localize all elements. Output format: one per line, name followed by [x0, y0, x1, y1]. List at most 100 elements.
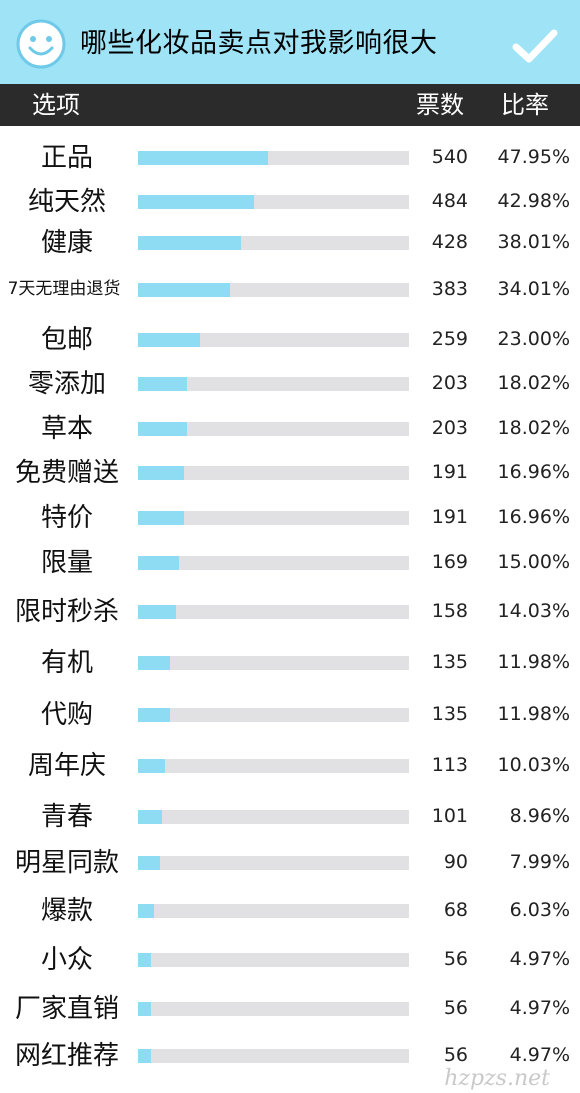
- rate-label: 16.96%: [497, 461, 570, 483]
- column-option-label: 选项: [32, 91, 80, 119]
- category-label: 厂家直销: [14, 993, 119, 1024]
- bar-track: [138, 1002, 409, 1016]
- chart-row: 正品 540 47.95%: [0, 135, 580, 180]
- bar: [138, 466, 184, 480]
- vote-count: 484: [431, 190, 468, 212]
- category-label: 7天无理由退货: [7, 279, 121, 299]
- chart-row: 限量 169 15.00%: [0, 540, 580, 585]
- vote-count: 113: [431, 754, 468, 776]
- rate-label: 8.96%: [509, 805, 570, 827]
- column-rate-label: 比率: [501, 91, 549, 119]
- chart-row: 厂家直销 56 4.97%: [0, 986, 580, 1031]
- rate-label: 47.95%: [497, 146, 570, 168]
- rate-label: 4.97%: [509, 948, 570, 970]
- vote-count: 90: [443, 851, 468, 873]
- vote-count: 68: [443, 899, 468, 921]
- category-label: 零添加: [27, 368, 106, 399]
- vote-count: 191: [431, 506, 468, 528]
- chart-row: 特价 191 16.96%: [0, 495, 580, 540]
- bar-chart: 正品 540 47.95% 纯天然 484 42.98% 健康 428 38.01% 7天无理由退…: [0, 126, 580, 1093]
- bar-track: [138, 810, 409, 824]
- bar: [138, 708, 170, 722]
- bar: [138, 904, 154, 918]
- chart-row: 明星同款 90 7.99%: [0, 840, 580, 885]
- bar-track: [138, 605, 409, 619]
- bar-track: [138, 151, 409, 165]
- chart-row: 周年庆 113 10.03%: [0, 743, 580, 788]
- vote-count: 259: [431, 328, 468, 350]
- bar-track: [138, 377, 409, 391]
- vote-count: 428: [431, 231, 468, 253]
- rate-label: 4.97%: [509, 997, 570, 1019]
- chart-row: 有机 135 11.98%: [0, 640, 580, 685]
- vote-count: 56: [443, 997, 468, 1019]
- bar-track: [138, 283, 409, 297]
- bar-track: [138, 556, 409, 570]
- bar: [138, 759, 165, 773]
- rate-label: 4.97%: [509, 1044, 570, 1066]
- rate-label: 18.02%: [497, 372, 570, 394]
- bar-track: [138, 953, 409, 967]
- category-label: 代购: [40, 699, 93, 730]
- vote-count: 135: [431, 651, 468, 673]
- vote-count: 169: [431, 551, 468, 573]
- bar: [138, 810, 162, 824]
- bar-track: [138, 422, 409, 436]
- chart-row: 小众 56 4.97%: [0, 937, 580, 982]
- bar-track: [138, 656, 409, 670]
- chart-row: 健康 428 38.01%: [0, 220, 580, 265]
- vote-count: 540: [431, 146, 468, 168]
- vote-count: 56: [443, 948, 468, 970]
- category-label: 正品: [40, 142, 93, 173]
- bar: [138, 1049, 151, 1063]
- bar: [138, 283, 230, 297]
- bar: [138, 195, 254, 209]
- bar: [138, 422, 187, 436]
- category-label: 健康: [40, 227, 93, 258]
- bar-track: [138, 466, 409, 480]
- rate-label: 14.03%: [497, 600, 570, 622]
- chart-row: 纯天然 484 42.98%: [0, 179, 580, 224]
- bar-track: [138, 1049, 409, 1063]
- category-label: 爆款: [40, 895, 93, 926]
- check-icon: [512, 29, 558, 63]
- rate-label: 15.00%: [497, 551, 570, 573]
- rate-label: 10.03%: [497, 754, 570, 776]
- bar: [138, 605, 176, 619]
- chart-row: 7天无理由退货 383 34.01%: [0, 267, 580, 312]
- bar: [138, 656, 170, 670]
- bar-track: [138, 195, 409, 209]
- rate-label: 18.02%: [497, 417, 570, 439]
- category-label: 纯天然: [27, 186, 106, 217]
- category-label: 免费赠送: [14, 457, 119, 488]
- bar-track: [138, 333, 409, 347]
- category-label: 特价: [40, 502, 93, 533]
- bar: [138, 236, 241, 250]
- category-label: 周年庆: [27, 750, 106, 781]
- rate-label: 23.00%: [497, 328, 570, 350]
- category-label: 网红推荐: [14, 1040, 119, 1071]
- bar-track: [138, 759, 409, 773]
- rate-label: 7.99%: [509, 851, 570, 873]
- rate-label: 42.98%: [497, 190, 570, 212]
- vote-count: 383: [431, 278, 468, 300]
- category-label: 草本: [40, 413, 93, 444]
- bar: [138, 556, 179, 570]
- chart-row: 包邮 259 23.00%: [0, 317, 580, 362]
- rate-label: 34.01%: [497, 278, 570, 300]
- bar: [138, 151, 268, 165]
- bar: [138, 1002, 151, 1016]
- bar-track: [138, 708, 409, 722]
- header-banner: 哪些化妆品卖点对我影响很大: [0, 0, 580, 84]
- rate-label: 6.03%: [509, 899, 570, 921]
- rate-label: 11.98%: [497, 703, 570, 725]
- vote-count: 101: [431, 805, 468, 827]
- smile-icon: [16, 19, 66, 69]
- category-label: 限量: [40, 547, 93, 578]
- vote-count: 56: [443, 1044, 468, 1066]
- vote-count: 203: [431, 372, 468, 394]
- category-label: 青春: [40, 801, 93, 832]
- chart-row: 爆款 68 6.03%: [0, 888, 580, 933]
- chart-row: 免费赠送 191 16.96%: [0, 450, 580, 495]
- chart-row: 零添加 203 18.02%: [0, 361, 580, 406]
